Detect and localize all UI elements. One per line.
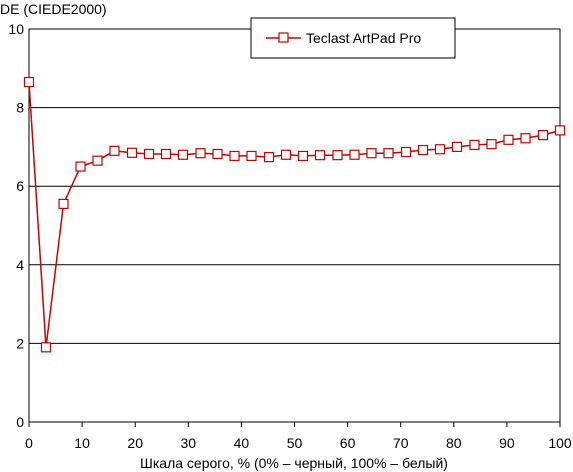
x-tick-label: 30	[181, 435, 197, 451]
data-point	[417, 144, 429, 156]
legend: Teclast ArtPad Pro	[250, 17, 456, 59]
data-point	[92, 155, 103, 166]
data-point	[229, 150, 240, 162]
y-tick-label: 6	[16, 178, 24, 194]
x-axis-title: Шкала серого, % (0% – черный, 100% – бел…	[140, 455, 448, 471]
x-tick-label: 50	[287, 435, 303, 451]
data-point	[143, 148, 155, 160]
data-point	[109, 145, 120, 156]
y-tick-label: 0	[16, 414, 24, 430]
data-point	[383, 148, 394, 159]
data-point	[332, 150, 343, 161]
y-tick-label: 8	[16, 100, 24, 116]
x-tick-label: 20	[127, 435, 143, 451]
x-tick-label: 40	[234, 435, 250, 451]
data-point	[58, 198, 69, 209]
data-point	[434, 144, 446, 155]
legend-series-label: Teclast ArtPad Pro	[306, 30, 421, 46]
y-tick-label: 4	[16, 257, 24, 273]
data-point	[212, 148, 223, 160]
x-tick-label: 70	[393, 435, 409, 451]
data-point	[349, 149, 360, 160]
x-tick-label: 90	[499, 435, 515, 451]
data-point	[520, 133, 531, 144]
data-point	[177, 149, 189, 160]
y-tick-label: 2	[16, 335, 24, 351]
data-point	[537, 130, 549, 141]
data-point	[314, 150, 326, 161]
data-point	[297, 150, 309, 162]
y-tick-label: 10	[8, 21, 24, 37]
data-point	[195, 148, 206, 159]
data-point	[486, 139, 497, 150]
data-point	[503, 134, 514, 145]
x-tick-label: 0	[25, 435, 33, 451]
data-point	[469, 139, 480, 151]
data-point	[554, 125, 566, 136]
data-point	[366, 148, 377, 159]
y-axis-title: DE (CIEDE2000)	[0, 1, 107, 17]
data-point	[280, 149, 292, 160]
data-point	[400, 146, 412, 158]
legend-series-marker	[278, 32, 289, 43]
data-point	[75, 161, 86, 172]
data-point	[246, 150, 257, 162]
grid-lines	[29, 28, 560, 344]
data-point	[160, 148, 172, 160]
x-tick-label: 100	[548, 435, 572, 451]
axes	[28, 28, 561, 427]
plot-frame	[28, 28, 561, 423]
data-point	[40, 342, 52, 353]
x-tick-label: 10	[74, 435, 90, 451]
series-layer	[23, 76, 566, 353]
data-point	[263, 152, 275, 163]
series-line	[28, 82, 561, 348]
x-tick-label: 60	[340, 435, 356, 451]
data-point	[451, 141, 463, 152]
data-point	[23, 76, 35, 88]
x-tick-label: 80	[446, 435, 462, 451]
data-point	[126, 147, 138, 158]
